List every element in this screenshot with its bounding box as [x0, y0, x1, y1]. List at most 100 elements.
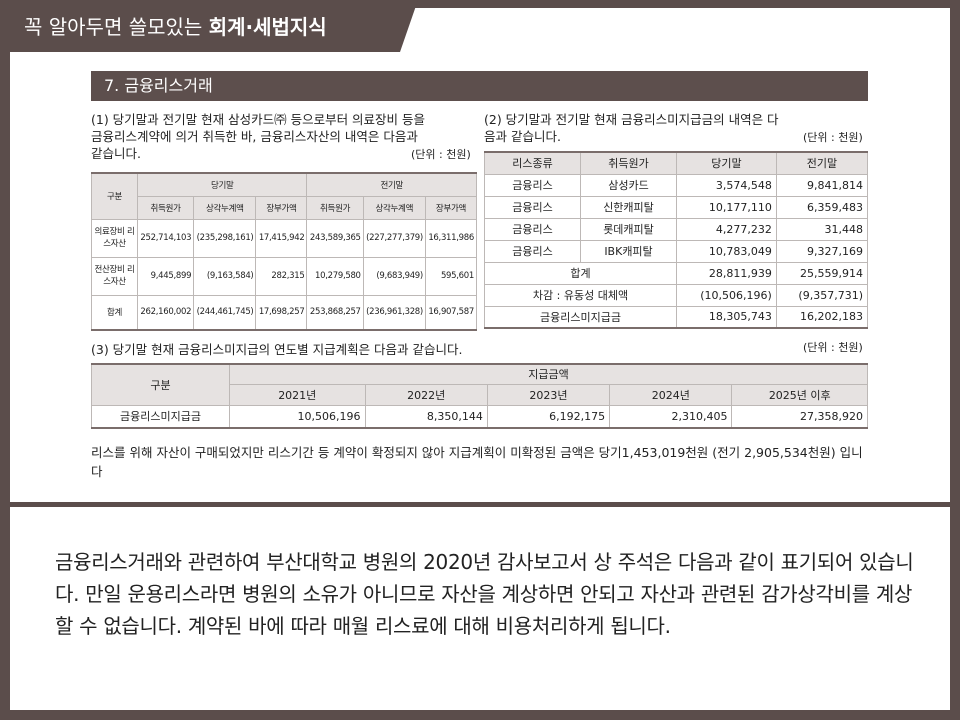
cell: 금융리스미지급금 — [484, 305, 677, 329]
t1-subheader: 취득원가 — [306, 195, 364, 220]
cell: 3,574,548 — [676, 173, 777, 197]
cell: 금융리스 — [484, 173, 581, 197]
cell: 8,350,144 — [364, 404, 488, 429]
header-tab-shape — [0, 0, 418, 52]
t1-current-header: 당기말 — [136, 172, 308, 197]
part3-unit: (단위 : 천원) — [803, 341, 863, 354]
cell: (9,163,584) — [193, 256, 257, 296]
header-bold: 회계·세법지식 — [208, 15, 327, 39]
cell: (9,357,731) — [775, 283, 869, 307]
t1-subheader: 장부가액 — [424, 195, 478, 220]
cell: (235,298,161) — [193, 218, 257, 258]
table-row-summary: 합계 28,811,939 25,559,914 — [484, 261, 869, 285]
cell: 9,445,899 — [136, 256, 195, 296]
cell: (10,506,196) — [676, 283, 777, 307]
cell: 4,277,232 — [676, 217, 777, 241]
table-row: 금융리스 신한캐피탈 10,177,110 6,359,483 — [484, 195, 869, 219]
table-row: 의료장비 리스자산 252,714,103 (235,298,161) 17,4… — [91, 218, 478, 258]
cell: 롯데캐피탈 — [580, 217, 677, 241]
t3-year-header: 2024년 — [609, 383, 733, 406]
t1-group-header: 구분 — [91, 172, 138, 220]
cell: 10,783,049 — [676, 239, 777, 263]
cell: 16,202,183 — [775, 305, 869, 329]
cell: 16,907,587 — [424, 294, 478, 331]
t3-payment-header: 지급금액 — [229, 363, 868, 385]
cell: 252,714,103 — [136, 218, 195, 258]
cell: 27,358,920 — [731, 404, 868, 429]
table-row-total: 합계 262,160,002 (244,461,745) 17,698,257 … — [91, 294, 478, 331]
cell: (236,961,328) — [362, 294, 426, 331]
t2-header: 당기말 — [676, 151, 777, 175]
row-label: 전산장비 리스자산 — [91, 256, 138, 296]
cell: 28,811,939 — [676, 261, 777, 285]
cell: 9,327,169 — [775, 239, 869, 263]
header-tab: 꼭 알아두면 쓸모있는 회계·세법지식 — [0, 0, 960, 52]
t1-subheader: 장부가액 — [255, 195, 308, 220]
cell: 10,177,110 — [676, 195, 777, 219]
cell: 16,311,986 — [424, 218, 478, 258]
part1-text: (1) 당기말과 전기말 현재 삼성카드㈜ 등으로부터 의료장비 등을 금융리스… — [91, 112, 426, 161]
t1-subheader: 상각누계액 — [362, 195, 426, 220]
cell: 6,192,175 — [486, 404, 611, 429]
cell: 31,448 — [775, 217, 869, 241]
table-row-summary: 차감 : 유동성 대체액 (10,506,196) (9,357,731) — [484, 283, 869, 307]
part2-unit: (단위 : 천원) — [803, 131, 863, 144]
t2-header: 취득원가 — [580, 151, 677, 175]
cell: 금융리스 — [484, 217, 581, 241]
row-label: 의료장비 리스자산 — [91, 218, 138, 258]
cell: 9,841,814 — [775, 173, 869, 197]
cell: 신한캐피탈 — [580, 195, 677, 219]
cell: 합계 — [484, 261, 677, 285]
lease-asset-table: 구분 당기말 전기말 취득원가 상각누계액 장부가액 취득원가 상각누계액 장부… — [91, 172, 478, 331]
cell: 18,305,743 — [676, 305, 777, 329]
table-row: 금융리스 삼성카드 3,574,548 9,841,814 — [484, 173, 869, 197]
cell: 17,698,257 — [255, 294, 308, 331]
cell: 10,279,580 — [306, 256, 364, 296]
cell: 262,160,002 — [136, 294, 195, 331]
t3-year-header: 2022년 — [364, 383, 488, 406]
t2-header: 리스종류 — [484, 151, 581, 175]
t3-year-header: 2023년 — [486, 383, 611, 406]
cell: 10,506,196 — [229, 404, 366, 429]
explanation-text: 금융리스거래와 관련하여 부산대학교 병원의 2020년 감사보고서 상 주석은… — [55, 550, 914, 638]
cell: 금융리스 — [484, 239, 581, 263]
row-label: 금융리스미지급금 — [91, 404, 230, 429]
section-title: 7. 금융리스거래 — [91, 71, 868, 101]
footnote: 리스를 위해 자산이 구매되었지만 리스기간 등 계약이 확정되지 않아 지급계… — [91, 445, 863, 479]
t2-header: 전기말 — [775, 151, 869, 175]
row-label: 합계 — [91, 294, 138, 331]
t3-year-header: 2025년 이후 — [731, 383, 868, 406]
table-row: 금융리스미지급금 10,506,196 8,350,144 6,192,175 … — [91, 404, 868, 429]
cell: 삼성카드 — [580, 173, 677, 197]
part1-unit: (단위 : 천원) — [411, 148, 471, 161]
explanation-panel — [10, 507, 950, 710]
cell: 금융리스 — [484, 195, 581, 219]
cell: 6,359,483 — [775, 195, 869, 219]
part2-text: (2) 당기말과 전기말 현재 금융리스미지급금의 내역은 다음과 같습니다. — [484, 112, 779, 144]
table-row: 금융리스 IBK캐피탈 10,783,049 9,327,169 — [484, 239, 869, 263]
table-row: 금융리스 롯데캐피탈 4,277,232 31,448 — [484, 217, 869, 241]
payment-plan-table: 구분 지급금액 2021년 2022년 2023년 2024년 2025년 이후… — [91, 363, 868, 429]
cell: 17,415,942 — [255, 218, 308, 258]
cell: (227,277,379) — [362, 218, 426, 258]
lease-payable-table: 리스종류 취득원가 당기말 전기말 금융리스 삼성카드 3,574,548 9,… — [484, 151, 869, 329]
header-title: 꼭 알아두면 쓸모있는 회계·세법지식 — [24, 11, 327, 40]
t3-year-header: 2021년 — [229, 383, 366, 406]
t1-subheader: 취득원가 — [136, 195, 195, 220]
cell: 25,559,914 — [775, 261, 869, 285]
cell: 253,868,257 — [306, 294, 364, 331]
cell: 차감 : 유동성 대체액 — [484, 283, 677, 307]
cell: IBK캐피탈 — [580, 239, 677, 263]
t1-subheader: 상각누계액 — [193, 195, 257, 220]
cell: 282,315 — [255, 256, 308, 296]
cell: 595,601 — [424, 256, 478, 296]
cell: 2,310,405 — [609, 404, 733, 429]
cell: 243,589,365 — [306, 218, 364, 258]
part3-text: (3) 당기말 현재 금융리스미지급의 연도별 지급계획은 다음과 같습니다. — [91, 342, 463, 357]
t1-previous-header: 전기말 — [306, 172, 477, 197]
cell: (244,461,745) — [193, 294, 257, 331]
table-row: 전산장비 리스자산 9,445,899 (9,163,584) 282,315 … — [91, 256, 478, 296]
cell: (9,683,949) — [362, 256, 426, 296]
table-row-summary: 금융리스미지급금 18,305,743 16,202,183 — [484, 305, 869, 329]
t3-group-header: 구분 — [91, 363, 230, 406]
